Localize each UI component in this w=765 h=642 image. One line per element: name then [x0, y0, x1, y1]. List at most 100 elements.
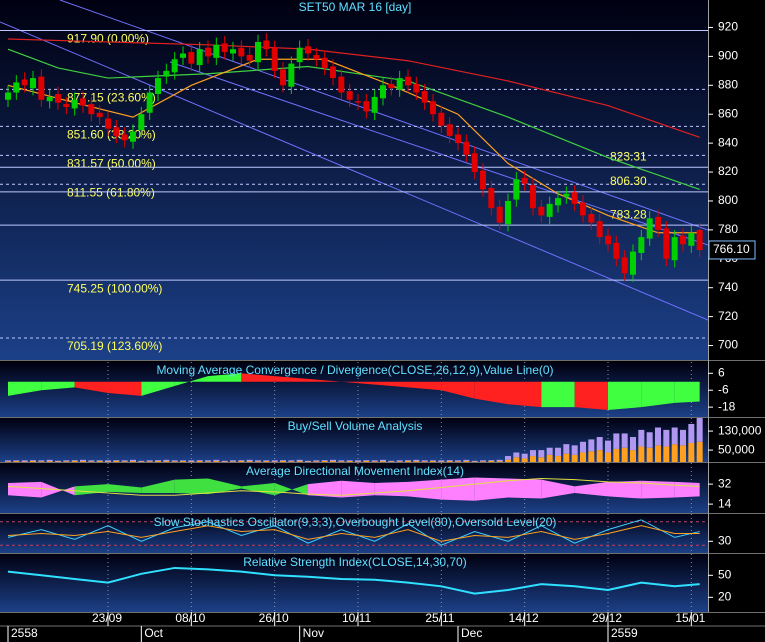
- volume-bar: [605, 440, 611, 453]
- volume-bar: [555, 456, 561, 462]
- volume-bar: [638, 429, 645, 447]
- fib-label: 811.55 (61.80%): [67, 185, 155, 199]
- volume-bar: [213, 461, 220, 462]
- x-tick-label: 15/01: [675, 611, 705, 625]
- macd-area: [174, 376, 208, 386]
- candle-body: [330, 66, 336, 79]
- candle-body: [438, 112, 445, 126]
- fib-label: 705.19 (123.60%): [67, 339, 162, 353]
- volume-bar: [671, 427, 678, 445]
- volume-bar: [688, 423, 695, 443]
- volume-bar: [130, 459, 136, 462]
- volume-bar: [430, 461, 436, 462]
- volume-bar: [680, 445, 686, 462]
- volume-bar: [630, 450, 636, 462]
- di-band: [608, 480, 642, 499]
- volume-bar: [330, 461, 336, 462]
- y-tick-label: 14: [718, 496, 732, 510]
- volume-bar: [5, 460, 11, 462]
- volume-bar: [196, 460, 203, 461]
- macd-area: [308, 378, 342, 382]
- x-tick-label: 29/12: [592, 611, 622, 625]
- volume-bar: [230, 460, 236, 462]
- volume-bar: [513, 457, 520, 462]
- volume-bar: [555, 447, 561, 457]
- volume-bar: [88, 461, 95, 462]
- candle-body: [238, 47, 245, 57]
- x-tick-label: 14/12: [509, 611, 539, 625]
- volume-bar: [188, 460, 195, 462]
- volume-bar: [263, 460, 270, 462]
- volume-bar: [688, 442, 695, 462]
- volume-bar: [655, 445, 661, 462]
- chart-title: SET50 MAR 16 [day]: [299, 0, 412, 14]
- candle-body: [138, 114, 145, 131]
- candle-body: [55, 93, 61, 103]
- volume-bar: [496, 459, 503, 462]
- plot: 917.90 (0.00%)877.15 (23.60%)851.60 (38.…: [0, 30, 708, 595]
- volume-bar: [663, 446, 670, 462]
- macd-area: [408, 381, 442, 391]
- macd-area: [474, 381, 508, 405]
- candle-body: [171, 59, 178, 73]
- volume-bar: [38, 461, 45, 462]
- macd-area: [641, 381, 675, 408]
- candle-body: [363, 101, 370, 112]
- macd-area: [508, 381, 542, 408]
- volume-bar: [396, 460, 403, 462]
- candle-body: [288, 63, 295, 87]
- volume-bar: [471, 460, 478, 462]
- volume-bar: [346, 460, 353, 462]
- di-band: [241, 483, 275, 496]
- volume-bar: [130, 461, 136, 462]
- x-tick-label-secondary: Oct: [144, 626, 163, 640]
- candle-body: [355, 101, 361, 103]
- adx-line: [7, 478, 700, 496]
- volume-bar: [55, 460, 61, 462]
- candle-body: [480, 170, 486, 190]
- candle-body: [371, 96, 378, 113]
- di-band: [674, 481, 700, 498]
- annotation-label: 823.31: [610, 149, 647, 163]
- volume-bar: [146, 460, 153, 462]
- di-band: [8, 481, 42, 498]
- di-band: [574, 481, 608, 497]
- y-tick-label: 32: [718, 476, 732, 490]
- volume-bar: [296, 461, 303, 462]
- candle-body: [121, 134, 128, 141]
- candle-body: [163, 70, 170, 77]
- candle-body: [405, 76, 411, 86]
- volume-bar: [455, 461, 461, 462]
- candle-body: [696, 229, 703, 250]
- panel-title: Slow Stochastics Oscillator(9,3,3),Overb…: [154, 515, 557, 529]
- candle-body: [296, 47, 303, 63]
- volume-bar: [180, 460, 186, 462]
- candle-body: [646, 218, 653, 239]
- x-tick-label: 10/11: [342, 611, 371, 625]
- candle-body: [305, 46, 311, 54]
- candle-body: [30, 78, 36, 89]
- volume-bar: [380, 461, 386, 462]
- volume-bar: [680, 429, 686, 446]
- candle-body: [188, 52, 195, 64]
- volume-bar: [538, 450, 545, 458]
- volume-bar: [238, 460, 245, 462]
- candle-body: [638, 237, 645, 254]
- last-price-label: 766.10: [713, 242, 750, 256]
- volume-bar: [13, 460, 20, 462]
- volume-bar: [121, 460, 128, 462]
- volume-bar: [38, 460, 45, 462]
- macd-area: [241, 373, 275, 382]
- candle-body: [130, 131, 136, 142]
- volume-bar: [646, 432, 653, 448]
- y-tick-label: 50,000: [718, 442, 755, 456]
- di-band: [441, 477, 475, 501]
- volume-bar: [655, 427, 661, 446]
- volume-bar: [46, 461, 53, 462]
- volume-bar: [363, 460, 370, 462]
- candle-body: [96, 112, 103, 118]
- volume-bar: [13, 461, 20, 462]
- volume-bar: [380, 459, 386, 462]
- volume-bar: [521, 453, 528, 459]
- volume-bar: [246, 459, 253, 462]
